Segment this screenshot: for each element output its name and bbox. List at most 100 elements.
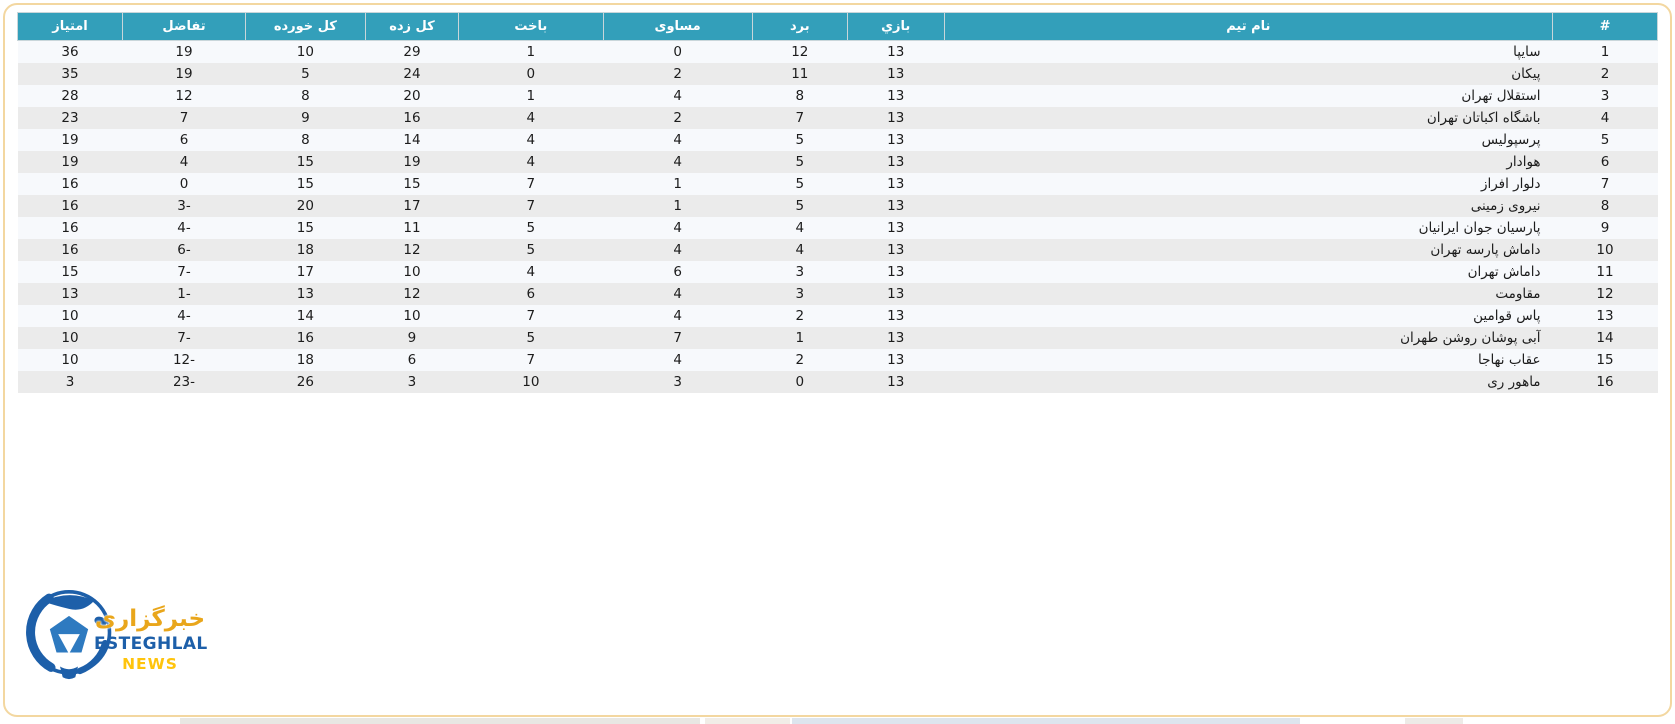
cell-gf: 19 (403, 154, 421, 170)
cell-ga: 10 (296, 44, 314, 60)
table-body: 1 سایپا 13 12 0 1 29 10 19 36 2 پیکان 13 11 2 0 24 5 19 35 3… (17, 40, 1658, 393)
cell-rank: 13 (1596, 308, 1614, 324)
cell-rank: 15 (1596, 352, 1614, 368)
cell-rank: 8 (1600, 198, 1610, 214)
cutoff-segment (792, 718, 1300, 724)
column-header-goals-against: کل خورده (245, 12, 366, 41)
cell-ga: 13 (296, 286, 314, 302)
cell-ga: 9 (301, 110, 310, 126)
cell-rank: 11 (1596, 264, 1614, 280)
cell-team: باشگاه اکباتان تهران (1426, 110, 1541, 126)
cell-lost: 0 (526, 66, 536, 82)
cell-drawn: 4 (673, 154, 682, 170)
cell-gf: 3 (407, 374, 417, 390)
cell-gf: 16 (403, 110, 421, 126)
cell-played: 13 (887, 264, 905, 280)
cell-drawn: 0 (673, 44, 682, 60)
table-row: 16 ماهور ری 13 0 3 10 3 26 -23 3 (17, 371, 1658, 393)
cell-lost: 5 (526, 330, 536, 346)
cell-pts: 3 (65, 374, 75, 390)
column-header-lost: باخت (458, 12, 604, 41)
cell-lost: 1 (526, 44, 536, 60)
table-row: 10 داماش پارسه تهران 13 4 4 5 12 18 -6 16 (17, 239, 1658, 261)
cell-gd: 0 (179, 176, 189, 192)
cell-lost: 7 (526, 198, 536, 214)
cell-drawn: 6 (673, 264, 682, 280)
cell-won: 3 (795, 264, 805, 280)
cell-played: 13 (887, 330, 905, 346)
cell-played: 13 (887, 88, 905, 104)
cell-drawn: 3 (673, 374, 682, 390)
cutoff-segment (1405, 718, 1463, 724)
cell-won: 4 (795, 242, 805, 258)
cell-ga: 15 (296, 154, 314, 170)
cell-pts: 35 (61, 66, 79, 82)
cell-ga: 15 (296, 176, 314, 192)
cell-gd: -7 (177, 264, 191, 280)
cell-ga: 18 (296, 242, 314, 258)
cell-team: مقاومت (1495, 286, 1541, 302)
cell-gd: 12 (175, 88, 193, 104)
cell-team: هوادار (1506, 154, 1541, 170)
table-row: 6 هوادار 13 5 4 4 19 15 4 19 (17, 151, 1658, 173)
cell-won: 5 (795, 198, 805, 214)
cell-team: دلوار افراز (1480, 176, 1541, 192)
cell-played: 13 (887, 44, 905, 60)
cell-rank: 4 (1600, 110, 1610, 126)
cell-won: 5 (795, 176, 805, 192)
cell-pts: 28 (61, 88, 79, 104)
cutoff-segment (705, 718, 790, 724)
cell-drawn: 4 (673, 88, 682, 104)
cell-lost: 1 (526, 88, 536, 104)
cell-rank: 14 (1596, 330, 1614, 346)
cell-lost: 6 (526, 286, 536, 302)
soccer-ball-icon (26, 590, 112, 680)
cell-team: پیکان (1511, 66, 1541, 82)
cell-team: عقاب نهاجا (1477, 352, 1541, 368)
cell-pts: 16 (61, 198, 79, 214)
cell-pts: 13 (61, 286, 79, 302)
cell-team: داماش پارسه تهران (1430, 242, 1541, 258)
cell-lost: 4 (526, 132, 536, 148)
table-row: 15 عقاب نهاجا 13 2 4 7 6 18 -12 10 (17, 349, 1658, 371)
cell-played: 13 (887, 66, 905, 82)
cell-lost: 7 (526, 352, 536, 368)
cell-gd: -4 (177, 220, 191, 236)
cell-played: 13 (887, 176, 905, 192)
cell-rank: 7 (1600, 176, 1610, 192)
column-header-goal-diff: تفاضل (122, 12, 246, 41)
cell-gd: -23 (172, 374, 196, 390)
cell-played: 13 (887, 352, 905, 368)
cell-won: 0 (795, 374, 805, 390)
cell-won: 7 (795, 110, 805, 126)
cell-lost: 5 (526, 220, 536, 236)
cell-pts: 36 (61, 44, 79, 60)
cell-pts: 16 (61, 242, 79, 258)
cell-drawn: 4 (673, 308, 682, 324)
logo-subtitle-text: NEWS (122, 654, 178, 673)
column-header-drawn: مساوی (602, 12, 753, 41)
cell-drawn: 4 (673, 132, 682, 148)
cell-drawn: 7 (673, 330, 682, 346)
cell-won: 4 (795, 220, 805, 236)
table-row: 3 استقلال تهران 13 8 4 1 20 8 12 28 (17, 85, 1658, 107)
table-row: 14 آبی پوشان روشن طهران 13 1 7 5 9 16 -7 10 (17, 327, 1658, 349)
cell-pts: 10 (61, 352, 79, 368)
cell-rank: 16 (1596, 374, 1614, 390)
cell-rank: 10 (1596, 242, 1614, 258)
cell-lost: 7 (526, 176, 536, 192)
cell-won: 11 (791, 66, 809, 82)
cell-pts: 23 (61, 110, 79, 126)
cell-lost: 4 (526, 110, 536, 126)
cell-played: 13 (887, 242, 905, 258)
cell-gd: 4 (179, 154, 189, 170)
cell-gd: 19 (175, 66, 193, 82)
cell-drawn: 4 (673, 352, 682, 368)
cell-ga: 14 (296, 308, 314, 324)
logo-title-text: ESTEGHLAL (94, 634, 208, 655)
table-row: 5 پرسپولیس 13 5 4 4 14 8 6 19 (17, 129, 1658, 151)
cell-gf: 17 (403, 198, 421, 214)
cell-played: 13 (887, 198, 905, 214)
table-row: 7 دلوار افراز 13 5 1 7 15 15 0 16 (17, 173, 1658, 195)
cell-pts: 19 (61, 132, 79, 148)
